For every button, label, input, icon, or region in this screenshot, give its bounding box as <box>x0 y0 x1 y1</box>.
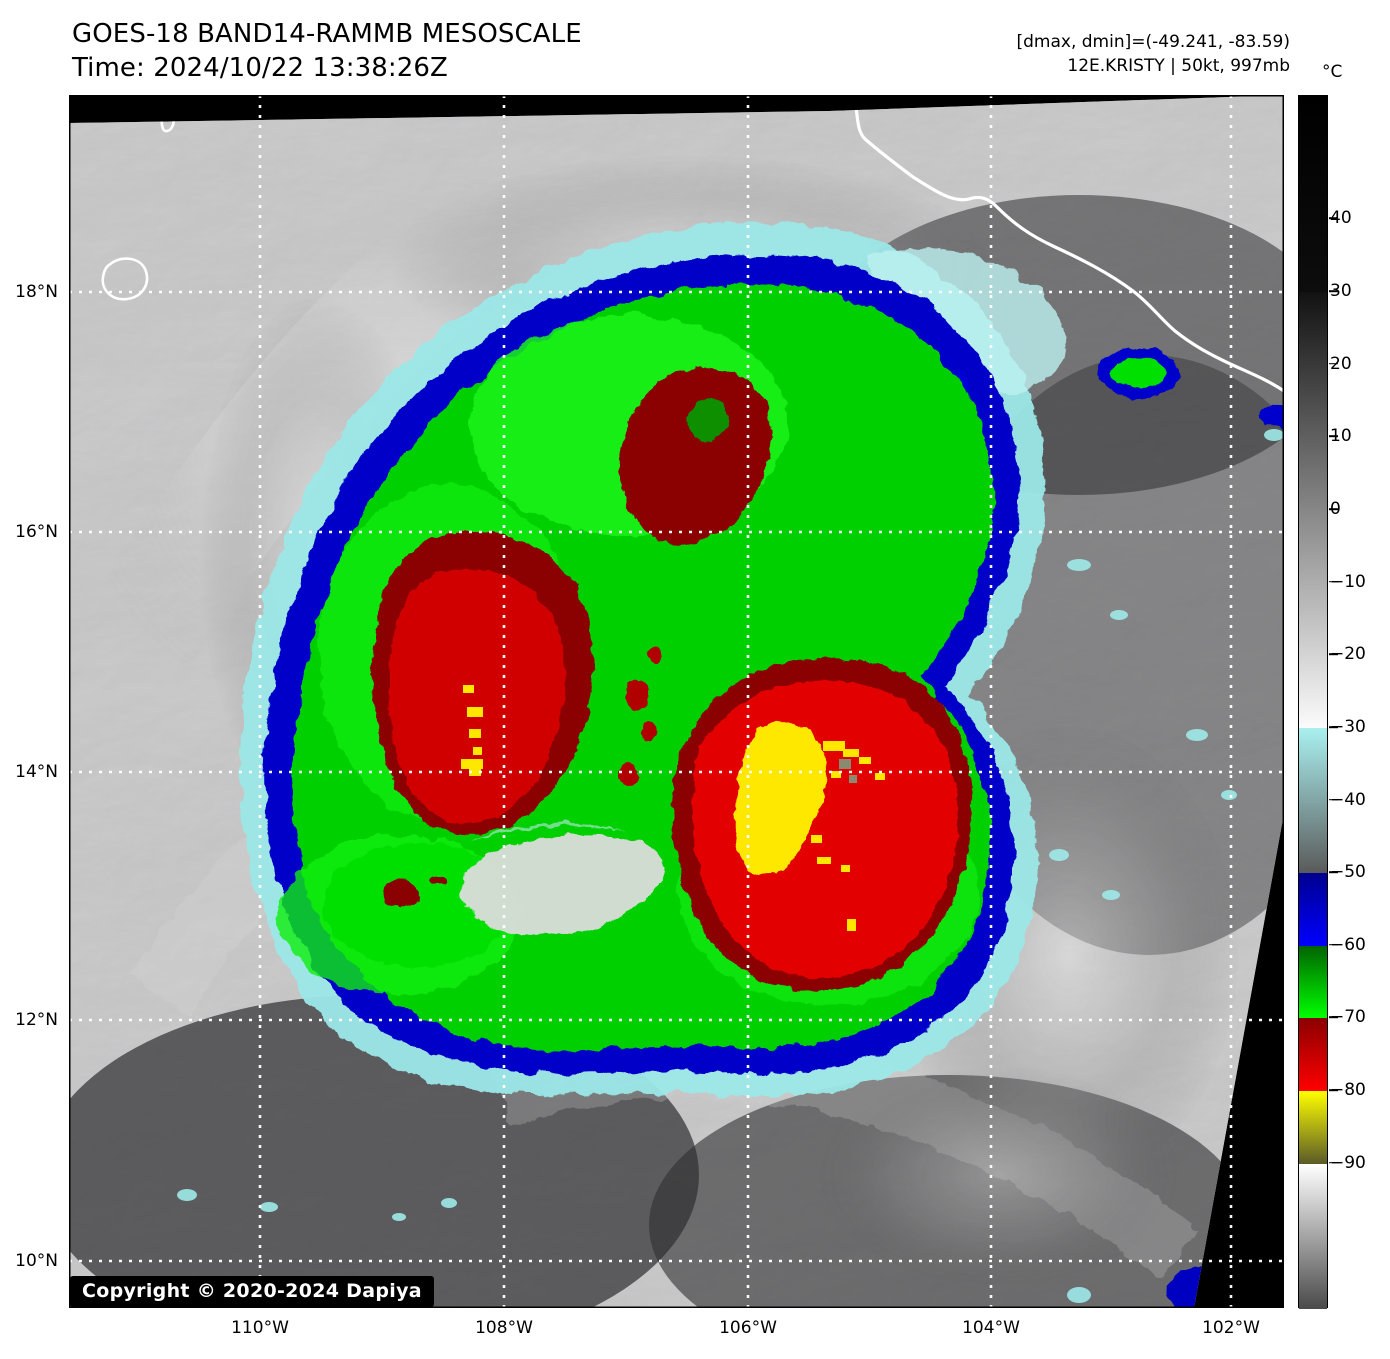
storm-intensity-readout: 12E.KRISTY | 50kt, 997mb <box>1067 56 1290 77</box>
colorbar-segment-red-ramp <box>1299 1018 1327 1092</box>
colorbar-tick-label-20: 20 <box>1330 353 1352 374</box>
eastern-main-cell <box>672 658 972 991</box>
title-satellite-product: GOES-18 BAND14-RAMMB MESOSCALE <box>72 19 582 49</box>
colorbar-segment-hot-black <box>1299 96 1327 293</box>
colorbar-tick-mark-−40 <box>1329 798 1338 801</box>
lon-tick-110W: 110°W <box>231 1318 289 1338</box>
colorbar-tick-label-0: 0 <box>1330 499 1341 520</box>
colorbar-tick-label-−20: −20 <box>1330 644 1366 665</box>
colorbar-segment-yellow-ramp <box>1299 1091 1327 1164</box>
colorbar-tick-label-30: 30 <box>1330 281 1352 302</box>
title-timestamp: Time: 2024/10/22 13:38:26Z <box>72 52 448 83</box>
colorbar-tick-mark-10 <box>1329 435 1338 438</box>
colorbar-tick-mark-−80 <box>1329 1089 1338 1091</box>
colorbar-tick-label-40: 40 <box>1330 208 1352 229</box>
colorbar-tick-mark-40 <box>1329 217 1338 220</box>
latitude-axis: 18°N 16°N 14°N 12°N 10°N <box>0 0 66 1359</box>
lon-tick-104W: 104°W <box>962 1318 1020 1338</box>
copyright-watermark: Copyright © 2020-2024 Dapiya <box>70 1276 434 1307</box>
scan-region <box>69 95 1284 1308</box>
lon-tick-102W: 102°W <box>1202 1318 1260 1338</box>
page-title: GOES-18 BAND14-RAMMB MESOSCALE Time: 202… <box>72 18 582 86</box>
eastern-cell-yellow-streaks <box>811 741 885 931</box>
colorbar-tick-label-−90: −90 <box>1330 1152 1366 1173</box>
coldest-pixel-cluster <box>839 759 857 783</box>
colorbar-unit-label: °C <box>1322 62 1343 82</box>
minor-red-cells <box>619 647 663 787</box>
colorbar-tick-label-−30: −30 <box>1330 716 1366 737</box>
dmax-dmin-readout: [dmax, dmin]=(-49.241, -83.59) <box>1016 32 1291 52</box>
lon-tick-108W: 108°W <box>475 1318 533 1338</box>
lat-tick-16N: 16°N <box>15 522 58 542</box>
colorbar-tick-mark-−60 <box>1329 944 1338 946</box>
dry-slot <box>462 822 665 935</box>
lat-tick-12N: 12°N <box>15 1010 58 1030</box>
colorbar-segment-blue-ramp <box>1299 873 1327 946</box>
colorbar-tick-mark-−70 <box>1329 1016 1338 1019</box>
colorbar-tick-mark-−30 <box>1329 726 1338 728</box>
colorbar-segment-gray-ramp <box>1299 292 1327 728</box>
colorbar-tick-mark-−10 <box>1329 580 1338 583</box>
western-cell-yellow-cores <box>461 685 483 776</box>
colorbar-tick-mark-−90 <box>1329 1161 1338 1164</box>
coastline <box>851 95 1284 393</box>
colorbar-segment-white-gray-ramp <box>1299 1163 1327 1309</box>
colorbar-tick-label-−60: −60 <box>1330 934 1366 955</box>
colorbar-tick-label-−70: −70 <box>1330 1007 1366 1028</box>
temperature-colorbar[interactable] <box>1298 95 1328 1309</box>
cyan-flecks <box>177 429 1284 1303</box>
colorbar-tick-label-−40: −40 <box>1330 789 1366 810</box>
colorbar-tick-mark-−20 <box>1329 653 1338 656</box>
colorbar-tick-label-−10: −10 <box>1330 571 1366 592</box>
satellite-imagery-canvas <box>69 95 1284 1308</box>
northern-convective-cell <box>620 367 772 545</box>
colorbar-tick-label-10: 10 <box>1330 426 1352 447</box>
colorbar-segment-green-ramp <box>1299 945 1327 1019</box>
colorbar-tick-mark-0 <box>1329 508 1338 510</box>
colorbar-tick-label-−80: −80 <box>1330 1080 1366 1101</box>
colorbar-segment-cyan-ramp <box>1299 727 1327 874</box>
plot-border <box>69 95 1284 1308</box>
colorbar-tick-mark-30 <box>1329 290 1338 292</box>
colorbar-tick-mark-20 <box>1329 362 1338 365</box>
metadata-block: [dmax, dmin]=(-49.241, -83.59) 12E.KRIST… <box>1017 30 1291 78</box>
lat-tick-14N: 14°N <box>15 762 58 782</box>
graticule-gridlines <box>69 95 1284 1308</box>
lon-tick-106W: 106°W <box>719 1318 777 1338</box>
western-convective-cell <box>372 532 594 835</box>
lat-tick-18N: 18°N <box>15 282 58 302</box>
colorbar-tick-label-−50: −50 <box>1330 862 1366 883</box>
satellite-image-plot[interactable] <box>69 95 1284 1308</box>
lat-tick-10N: 10°N <box>15 1251 58 1271</box>
colorbar-tick-mark-−50 <box>1329 871 1338 873</box>
